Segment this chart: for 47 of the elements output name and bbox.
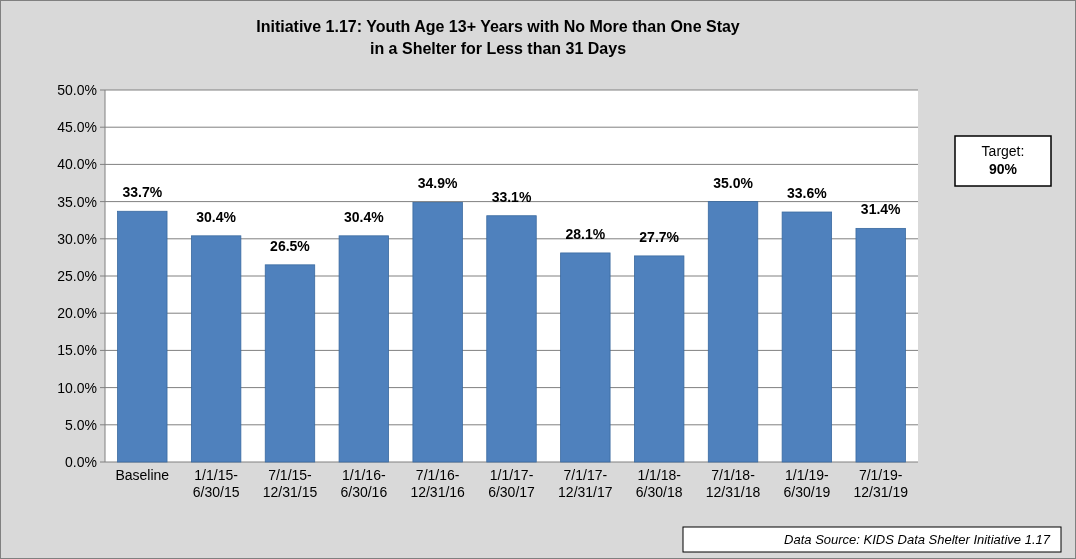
data-label: 33.6% <box>787 185 828 202</box>
bar <box>634 255 685 463</box>
y-tick-label: 15.0% <box>57 342 97 359</box>
source-note: Data Source: KIDS Data Shelter Initiative 1.17 <box>784 532 1051 547</box>
bar <box>560 252 611 463</box>
bar <box>117 210 168 463</box>
y-tick-label: 5.0% <box>65 416 97 433</box>
x-tick-label: 1/1/17-6/30/17 <box>488 467 536 500</box>
data-label: 35.0% <box>713 174 754 191</box>
data-label: 33.1% <box>491 188 532 205</box>
bar <box>338 235 389 463</box>
text: Target: 90% <box>981 143 1025 177</box>
x-tick-label: 1/1/18-6/30/18 <box>635 467 683 500</box>
data-label: 34.9% <box>417 175 459 192</box>
x-tick-label: 1/1/19-6/30/19 <box>783 467 831 500</box>
x-tick-label: 7/1/15-12/31/15 <box>262 467 318 500</box>
y-tick-label: 50.0% <box>57 81 97 98</box>
y-tick-label: 30.0% <box>57 230 97 247</box>
y-tick-label: 25.0% <box>57 267 97 284</box>
bar <box>412 201 463 463</box>
x-tick-label: Baseline <box>115 467 170 483</box>
y-tick-label: 40.0% <box>57 156 97 173</box>
y-tick-label: 35.0% <box>57 193 97 210</box>
bar <box>855 227 906 463</box>
bar <box>191 235 242 463</box>
data-label: 28.1% <box>565 225 606 242</box>
data-label: 30.4% <box>196 208 237 225</box>
x-tick-label: 7/1/19-12/31/19 <box>853 467 909 500</box>
x-tick-label: 7/1/16-12/31/16 <box>410 467 466 500</box>
y-tick-label: 10.0% <box>57 379 97 396</box>
data-label: 27.7% <box>639 228 680 245</box>
data-label: 33.7% <box>122 184 163 201</box>
y-tick-label: 45.0% <box>57 119 97 136</box>
data-label: 26.5% <box>270 237 311 254</box>
x-tick-label: 7/1/17-12/31/17 <box>558 467 613 500</box>
bar <box>486 215 537 463</box>
data-label: 31.4% <box>860 201 902 218</box>
bar <box>707 201 759 463</box>
chart-title: Initiative 1.17: Youth Age 13+ Years with No More than One Stay in a Shelter for Less than 31 Days <box>256 18 740 57</box>
x-tick-label: 1/1/16-6/30/16 <box>340 467 388 500</box>
data-label: 30.4% <box>343 208 385 225</box>
y-tick-label: 20.0% <box>57 305 97 322</box>
y-tick-label: 0.0% <box>65 453 97 470</box>
bar <box>781 211 833 463</box>
x-tick-label: 7/1/18-12/31/18 <box>705 467 761 500</box>
bar <box>264 264 316 463</box>
x-tick-label: 1/1/15-6/30/15 <box>192 467 240 500</box>
